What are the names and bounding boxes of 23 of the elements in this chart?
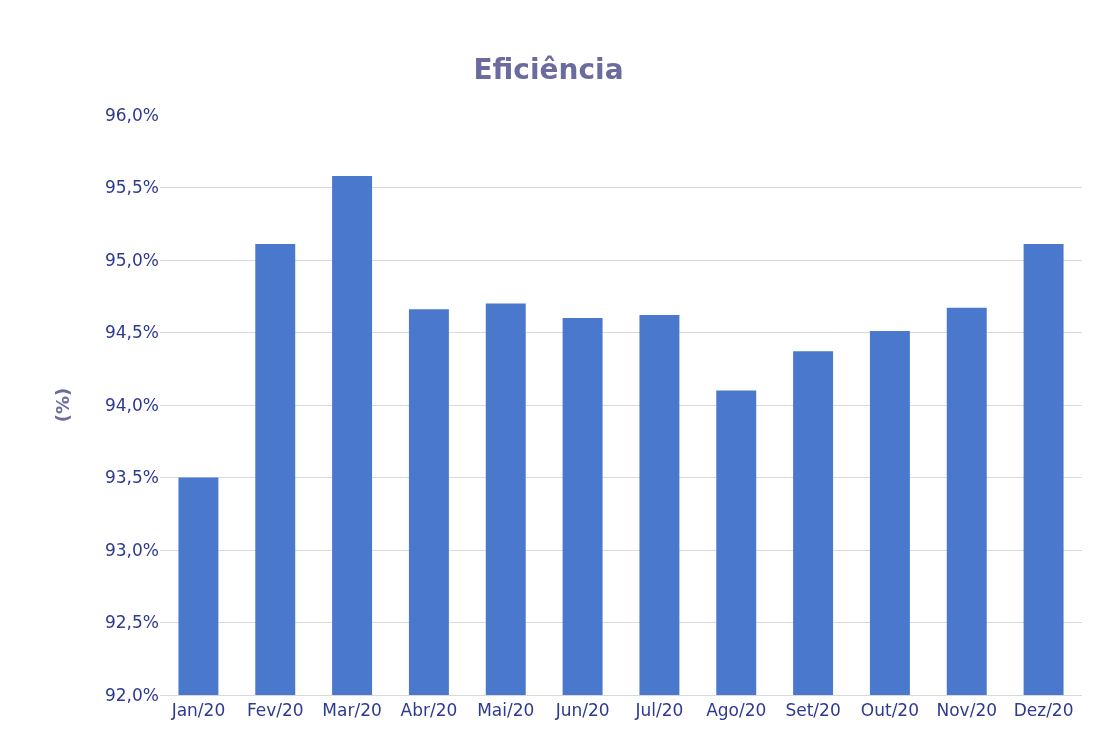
y-tick-label: 96,0% [104, 104, 159, 125]
x-tick-label: Mai/20 [477, 700, 535, 721]
x-tick-label: Dez/20 [1013, 700, 1074, 721]
chart-title: Eficiência [473, 53, 624, 87]
y-tick-label: 94,0% [104, 394, 159, 415]
x-tick-label: Out/20 [860, 700, 920, 721]
y-tick-label: 93,0% [104, 539, 159, 560]
y-tick-label: 92,0% [104, 684, 159, 705]
y-tick-label: 95,5% [104, 177, 159, 198]
x-tick-label: Abr/20 [400, 700, 458, 721]
y-tick-label: 95,0% [104, 249, 159, 270]
y-axis-title: (%) [52, 387, 74, 423]
x-tick-label: Jun/20 [554, 700, 610, 721]
x-tick-label: Jan/20 [170, 700, 226, 721]
x-tick-label: Mar/20 [322, 700, 382, 721]
y-tick-label: 94,5% [104, 322, 159, 343]
y-tick-label: 92,5% [104, 612, 159, 633]
y-tick-label: 93,5% [104, 467, 159, 488]
x-tick-label: Ago/20 [706, 700, 767, 721]
x-tick-label: Set/20 [785, 700, 841, 721]
x-tick-label: Nov/20 [936, 700, 998, 721]
x-tick-label: Fev/20 [246, 700, 304, 721]
x-tick-label: Jul/20 [634, 700, 684, 721]
